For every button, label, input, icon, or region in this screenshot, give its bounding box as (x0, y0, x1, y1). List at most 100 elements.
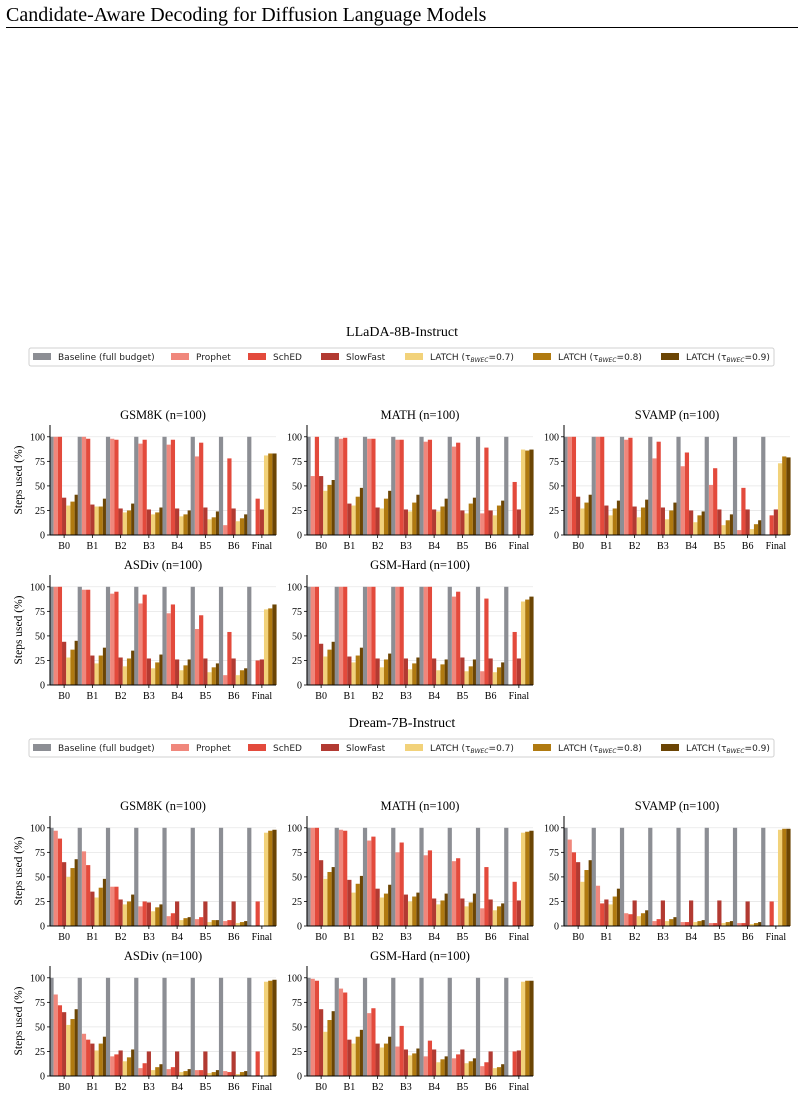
bar (347, 656, 352, 685)
bar (636, 916, 641, 926)
chart-panel: GSM-Hard (n=100) B0 B1 B2 B3 B4 B5 B6 Final 0 25 50… (287, 949, 534, 1093)
bar (492, 672, 497, 685)
y-tick-label: 75 (292, 998, 302, 1009)
bar (66, 657, 71, 685)
y-tick-label: 0 (40, 922, 45, 933)
bar (134, 827, 139, 926)
bar (496, 906, 502, 926)
bar (496, 1067, 502, 1076)
bar (516, 1050, 521, 1076)
bar (244, 1071, 249, 1076)
bar (247, 977, 252, 1076)
y-tick-label: 75 (292, 848, 302, 859)
bar (355, 496, 360, 535)
bar (347, 879, 352, 926)
bar (632, 900, 637, 926)
legend-swatch (661, 744, 679, 751)
bar (680, 922, 685, 926)
legend-label: SlowFast (346, 353, 386, 363)
bar (504, 586, 509, 685)
x-tick-label: B3 (400, 691, 412, 702)
bar (419, 977, 424, 1076)
bar (77, 827, 82, 926)
legend-swatch (533, 744, 551, 751)
bar (371, 836, 376, 926)
bar (403, 1049, 408, 1076)
y-tick-label: 25 (292, 1047, 302, 1058)
legend-label: SlowFast (346, 744, 386, 754)
bar (571, 436, 577, 535)
x-tick-label: B2 (372, 1082, 384, 1093)
bar (604, 505, 609, 535)
bar (580, 508, 585, 535)
x-tick-label: B3 (400, 541, 412, 552)
panel-title: GSM8K (n=100) (120, 408, 206, 422)
bar (218, 827, 224, 926)
bar (190, 586, 195, 685)
bar (351, 1043, 356, 1076)
bar (379, 508, 384, 535)
y-tick-label: 50 (292, 872, 302, 883)
bar (170, 439, 176, 535)
legend-item: Baseline (full budget) (33, 744, 155, 754)
x-tick-label: B6 (485, 1082, 497, 1093)
y-tick-label: 25 (549, 897, 559, 908)
bar (218, 436, 224, 535)
bar (447, 586, 452, 685)
bar (126, 658, 132, 685)
bar (512, 881, 517, 926)
bar (146, 1051, 151, 1076)
bar (231, 508, 236, 535)
bar (652, 458, 657, 535)
bar (90, 891, 95, 926)
bar (520, 601, 526, 685)
bar (412, 663, 417, 685)
bar (355, 655, 360, 685)
bar (323, 1031, 328, 1076)
x-tick-label: B5 (200, 932, 212, 943)
bar (98, 887, 103, 926)
bar (769, 901, 774, 926)
bar (444, 498, 449, 535)
bar (412, 1053, 417, 1076)
bar (94, 506, 99, 535)
bar (118, 657, 123, 685)
bar (323, 878, 328, 926)
x-tick-label: Final (766, 541, 787, 552)
bar (239, 922, 245, 926)
bar (159, 654, 164, 685)
bar (255, 660, 260, 685)
legend-item: LATCH (τBWEC=0.7) (405, 353, 514, 364)
bar (247, 436, 252, 535)
bar (379, 897, 384, 926)
x-tick-label: B4 (428, 691, 440, 702)
bar (636, 517, 641, 535)
bar (488, 658, 493, 685)
bar (383, 659, 389, 685)
bar (399, 439, 404, 535)
bar (456, 858, 461, 926)
x-tick-label: B2 (629, 932, 641, 943)
bar (432, 898, 437, 926)
bar (492, 1068, 497, 1076)
bar (223, 675, 228, 685)
bar (53, 586, 58, 685)
bar (146, 658, 151, 685)
y-tick-label: 100 (287, 973, 302, 984)
bar (227, 920, 232, 926)
bar (451, 1058, 457, 1076)
bar (480, 671, 485, 685)
legend-swatch (405, 744, 423, 751)
bar (407, 669, 413, 685)
bar (475, 586, 481, 685)
bar (440, 1059, 445, 1076)
bar (351, 662, 356, 685)
bar (126, 901, 132, 926)
bar (782, 828, 787, 926)
bar (407, 901, 413, 926)
bar (749, 529, 754, 535)
panel-title: ASDiv (n=100) (124, 558, 202, 572)
bar (110, 438, 115, 535)
bar (367, 840, 372, 926)
bar (432, 509, 437, 535)
